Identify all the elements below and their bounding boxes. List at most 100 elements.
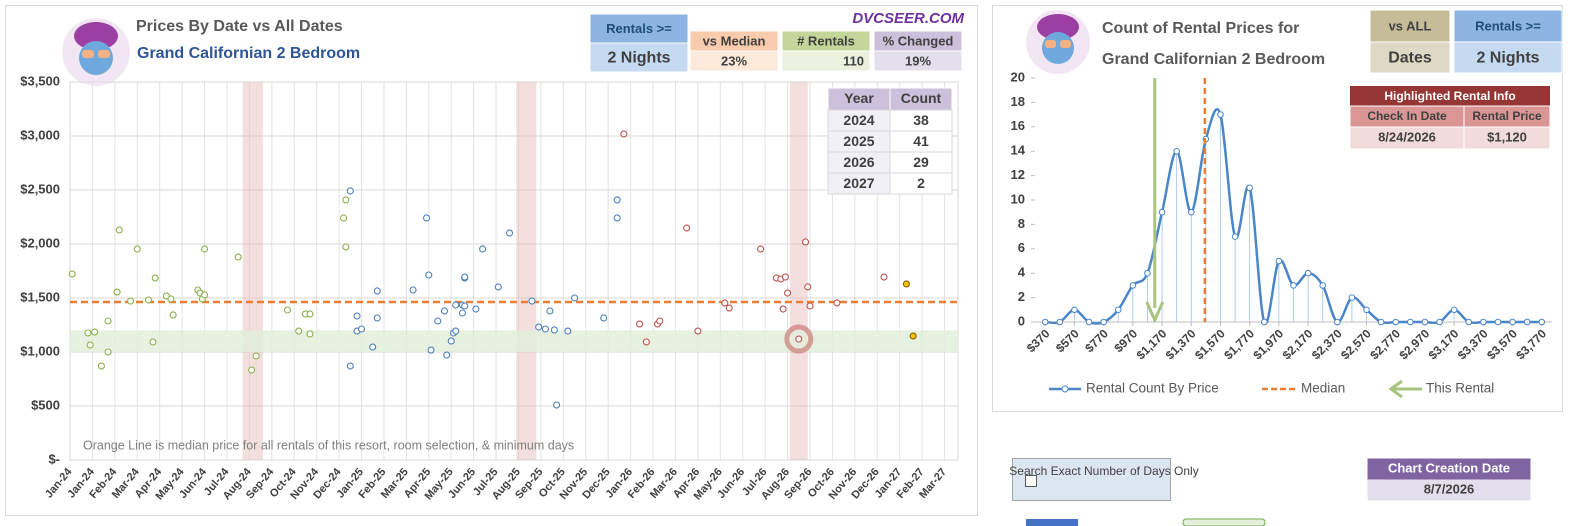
point	[1056, 318, 1064, 326]
point	[97, 362, 105, 370]
point	[1480, 318, 1487, 326]
button-edge	[1182, 518, 1266, 526]
stat-value: 23%	[721, 53, 747, 68]
y-tick-label: $2,000	[20, 235, 60, 250]
y-tick-label: $1,500	[20, 289, 60, 304]
left-title: Prices By Date vs All Dates	[136, 18, 343, 35]
y-tick-label: 0	[1018, 313, 1025, 328]
point	[84, 329, 92, 337]
point	[167, 295, 175, 303]
y-tick-label: 10	[1011, 191, 1025, 206]
point	[234, 253, 242, 261]
point	[1392, 318, 1400, 326]
stat-value: 2 Nights	[607, 50, 670, 67]
point	[784, 289, 792, 297]
y-tick-label: $3,500	[20, 73, 60, 88]
legend-label: Median	[1301, 381, 1345, 396]
point	[1100, 318, 1107, 326]
point	[642, 338, 650, 346]
this-rental-arrowhead	[1145, 301, 1165, 324]
point	[200, 291, 209, 299]
point	[104, 348, 112, 356]
point	[461, 273, 469, 281]
glasses	[82, 50, 94, 58]
right-title: Count of Rental Prices for	[1102, 20, 1299, 37]
point	[373, 314, 381, 322]
point	[806, 302, 814, 310]
turban	[74, 22, 118, 50]
point	[1158, 208, 1166, 216]
point	[283, 306, 292, 314]
point	[757, 245, 765, 253]
highlight-title-box	[1350, 86, 1550, 106]
left-panel	[5, 5, 978, 516]
point	[1304, 269, 1312, 277]
stat-label: Rentals >=	[1475, 18, 1541, 33]
point	[909, 332, 917, 340]
stat-value: 110	[843, 53, 864, 68]
point	[113, 288, 121, 296]
point	[833, 299, 841, 307]
point	[422, 214, 431, 222]
point	[472, 305, 480, 313]
y-tick-label: 16	[1011, 118, 1025, 133]
point	[1260, 318, 1268, 326]
checkbox-label: Search Exact Number of Days Only	[1009, 464, 1198, 478]
shaded-range	[789, 82, 808, 460]
point	[620, 130, 628, 138]
point	[452, 327, 460, 335]
legend-swatch	[1388, 379, 1422, 399]
point	[342, 243, 350, 251]
point	[340, 214, 348, 222]
point	[1290, 282, 1297, 289]
point	[795, 335, 803, 343]
point	[505, 229, 514, 237]
table-cell-text: 2027	[843, 175, 874, 191]
table-header: Count	[901, 90, 942, 106]
stat-value-box	[781, 50, 871, 72]
point	[452, 301, 460, 309]
point	[248, 366, 256, 374]
legend-swatch	[1061, 385, 1069, 393]
point	[613, 196, 621, 204]
point	[1246, 184, 1253, 192]
point	[200, 245, 209, 253]
point	[115, 226, 123, 234]
checkbox[interactable]	[1025, 475, 1037, 487]
point	[1334, 318, 1341, 326]
point	[721, 299, 729, 307]
point	[427, 346, 435, 354]
table-header: Year	[844, 90, 874, 106]
point	[346, 187, 354, 195]
shaded-range	[516, 82, 537, 460]
left-subtitle: Grand Californian 2 Bedroom	[137, 45, 360, 62]
point	[1348, 294, 1356, 301]
point	[902, 280, 910, 288]
highlight-ring	[784, 324, 814, 354]
face	[79, 41, 113, 75]
table-cell-text: 41	[913, 133, 929, 149]
date-label-box	[1367, 458, 1531, 480]
point	[86, 341, 94, 349]
stat-label: vs Median	[703, 33, 766, 48]
checkbox-control[interactable]: Search Exact Number of Days Only	[1009, 458, 1199, 501]
table-cell-text: 2024	[843, 112, 874, 128]
point	[1071, 306, 1078, 314]
point	[1421, 318, 1429, 326]
stat-value-box	[873, 50, 963, 72]
point	[357, 325, 366, 333]
point	[104, 317, 112, 325]
table-cell-text: 2	[917, 175, 925, 191]
point	[1363, 306, 1370, 314]
plot-border	[69, 81, 959, 461]
table-cell-text: 38	[913, 112, 929, 128]
point	[1436, 318, 1443, 326]
checkbox-box	[1012, 458, 1171, 501]
point	[458, 309, 466, 317]
highlight-cell	[1463, 126, 1551, 150]
point	[1450, 306, 1458, 314]
price-band	[70, 330, 958, 352]
point	[613, 214, 621, 222]
